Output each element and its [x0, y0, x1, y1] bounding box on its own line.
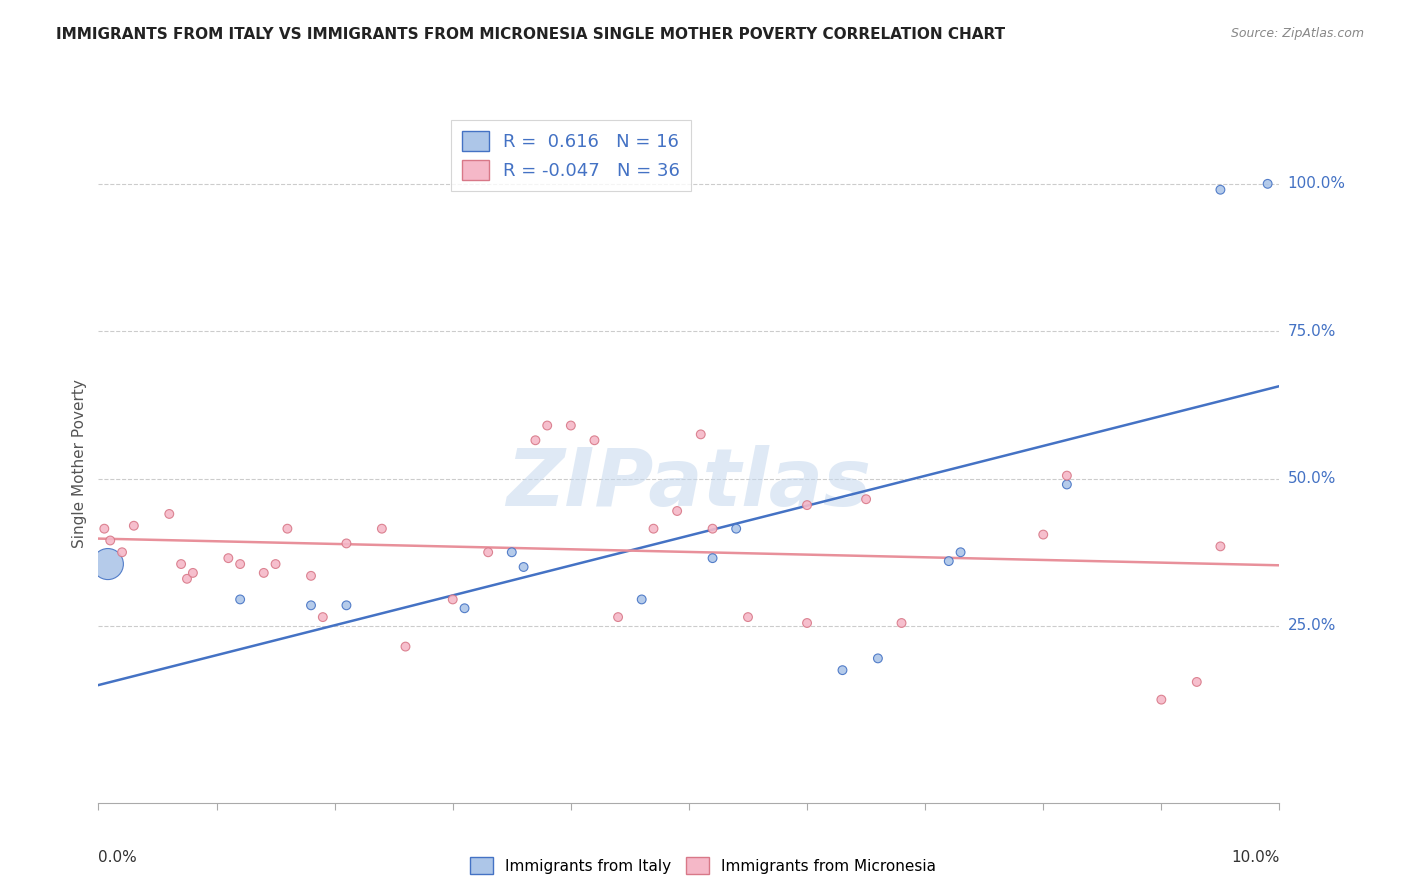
Point — [702, 551, 724, 566]
Point — [335, 536, 357, 550]
Point — [229, 557, 252, 571]
Point — [796, 498, 818, 512]
Point — [725, 522, 748, 536]
Point — [97, 557, 120, 571]
Point — [1209, 183, 1232, 197]
Point — [630, 592, 652, 607]
Point — [501, 545, 523, 559]
Point — [796, 615, 818, 630]
Point — [1185, 675, 1208, 690]
Point — [560, 418, 582, 433]
Point — [170, 557, 193, 571]
Point — [866, 651, 889, 665]
Point — [371, 522, 394, 536]
Point — [453, 601, 475, 615]
Text: 0.0%: 0.0% — [98, 850, 138, 865]
Point — [524, 434, 547, 448]
Point — [111, 545, 134, 559]
Point — [176, 572, 198, 586]
Text: 50.0%: 50.0% — [1288, 471, 1336, 486]
Point — [229, 592, 252, 607]
Text: 100.0%: 100.0% — [1288, 177, 1346, 191]
Legend: R =  0.616   N = 16, R = -0.047   N = 36: R = 0.616 N = 16, R = -0.047 N = 36 — [451, 120, 690, 191]
Point — [938, 554, 960, 568]
Point — [299, 569, 322, 583]
Point — [1257, 177, 1279, 191]
Text: 25.0%: 25.0% — [1288, 618, 1336, 633]
Point — [181, 566, 204, 580]
Point — [477, 545, 499, 559]
Point — [93, 522, 115, 536]
Point — [217, 551, 239, 566]
Text: Source: ZipAtlas.com: Source: ZipAtlas.com — [1230, 27, 1364, 40]
Text: ZIPatlas: ZIPatlas — [506, 445, 872, 524]
Point — [264, 557, 287, 571]
Text: 10.0%: 10.0% — [1232, 850, 1279, 865]
Point — [1032, 527, 1054, 541]
Point — [312, 610, 335, 624]
Point — [122, 518, 145, 533]
Point — [157, 507, 180, 521]
Point — [949, 545, 972, 559]
Point — [512, 560, 534, 574]
Point — [666, 504, 689, 518]
Point — [1209, 540, 1232, 554]
Point — [855, 492, 877, 507]
Point — [643, 522, 665, 536]
Point — [702, 522, 724, 536]
Point — [607, 610, 630, 624]
Point — [737, 610, 759, 624]
Point — [253, 566, 276, 580]
Point — [299, 599, 322, 613]
Point — [394, 640, 416, 654]
Point — [335, 599, 357, 613]
Point — [536, 418, 558, 433]
Text: 75.0%: 75.0% — [1288, 324, 1336, 339]
Point — [441, 592, 464, 607]
Point — [1056, 477, 1078, 491]
Point — [890, 615, 912, 630]
Point — [583, 434, 606, 448]
Text: IMMIGRANTS FROM ITALY VS IMMIGRANTS FROM MICRONESIA SINGLE MOTHER POVERTY CORREL: IMMIGRANTS FROM ITALY VS IMMIGRANTS FROM… — [56, 27, 1005, 42]
Point — [831, 663, 853, 677]
Point — [689, 427, 711, 442]
Y-axis label: Single Mother Poverty: Single Mother Poverty — [72, 379, 87, 549]
Point — [1150, 692, 1173, 706]
Point — [276, 522, 298, 536]
Point — [98, 533, 121, 548]
Point — [1056, 468, 1078, 483]
Legend: Immigrants from Italy, Immigrants from Micronesia: Immigrants from Italy, Immigrants from M… — [464, 851, 942, 880]
